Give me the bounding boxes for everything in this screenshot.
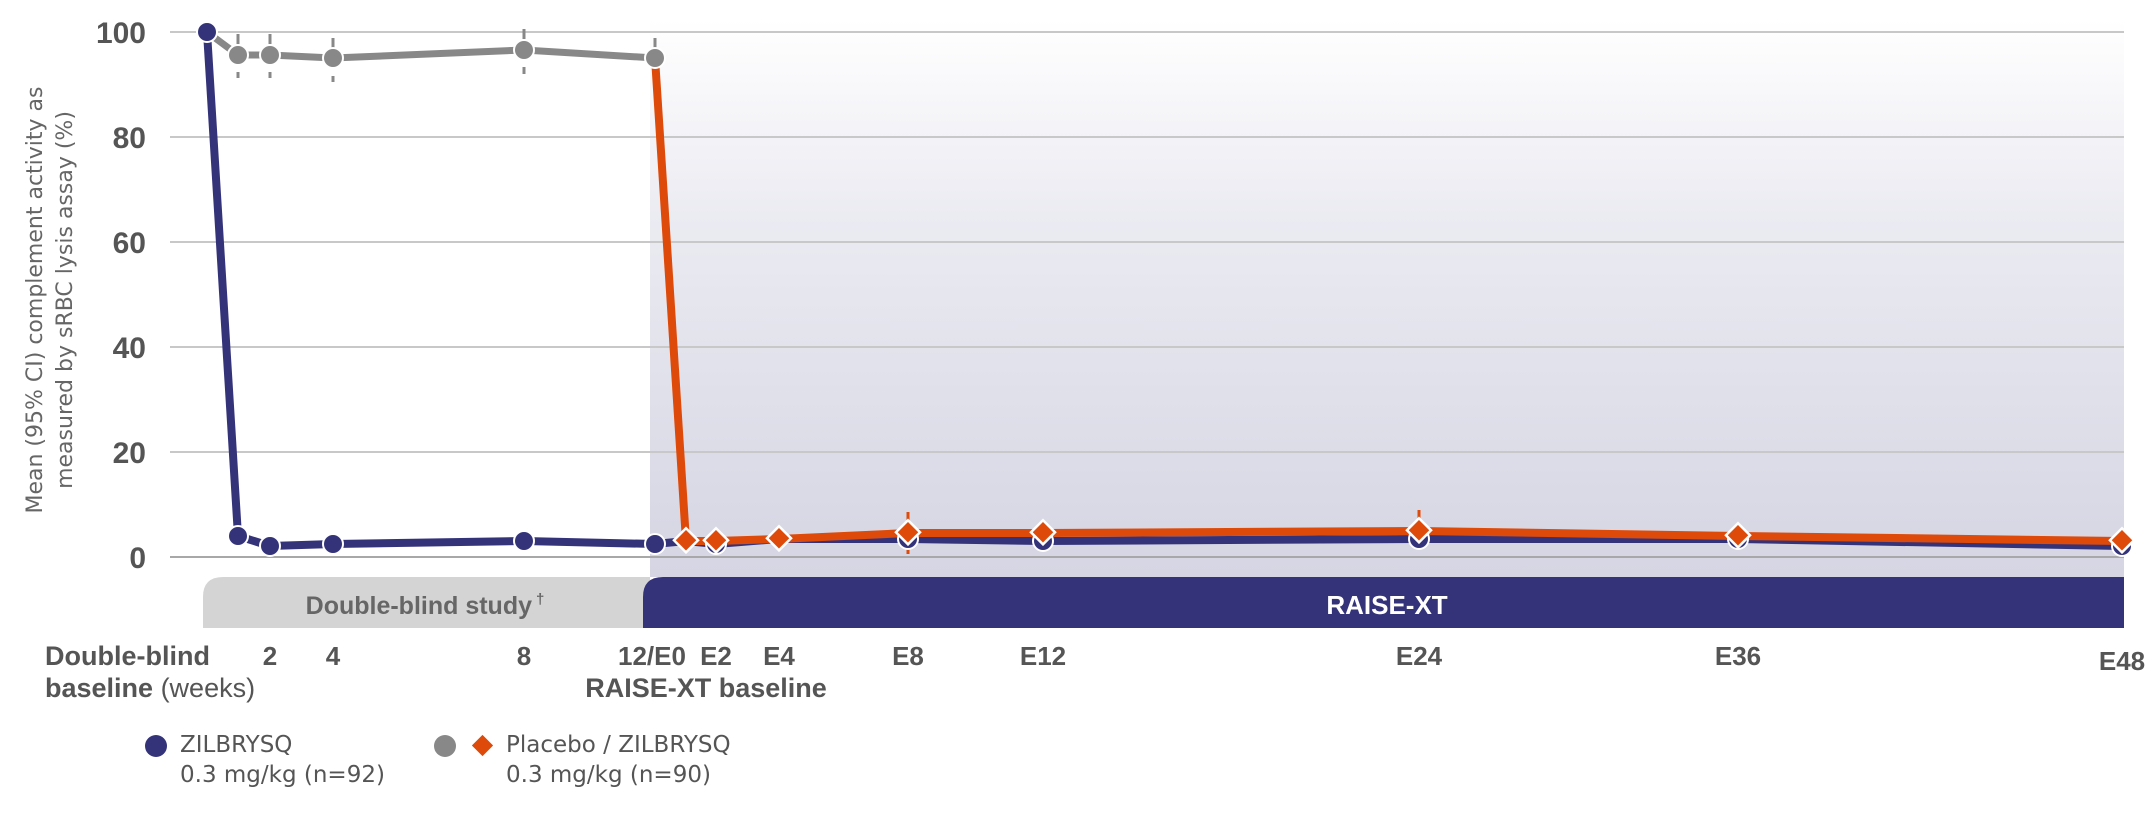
grey-circle-icon — [434, 735, 456, 757]
x-tick-e8: E8 — [892, 641, 924, 671]
legend-placebo-line2: 0.3 mg/kg (n=90) — [506, 762, 711, 788]
y-tick-100: 100 — [96, 17, 146, 50]
x-tick-2: 2 — [263, 641, 277, 671]
y-tick-60: 60 — [113, 227, 146, 260]
raise-xt-shaded-region — [650, 20, 2124, 577]
x-tick-e2: E2 — [700, 641, 732, 671]
double-blind-band — [203, 577, 650, 628]
orange-diamond-icon — [471, 734, 494, 757]
placebo-zilbrysq-markers — [672, 516, 2136, 555]
y-tick-40: 40 — [113, 332, 146, 365]
x-tick-e48: E48 — [2099, 646, 2145, 676]
x-axis-ticks: Double-blind baseline (weeks) 2 4 8 12/E… — [45, 641, 2145, 703]
navy-circle-icon — [145, 735, 167, 757]
x-tick-baseline-line1: Double-blind — [45, 641, 210, 671]
placebo-markers — [227, 39, 666, 69]
y-tick-80: 80 — [113, 122, 146, 155]
x-tick-8: 8 — [517, 641, 531, 671]
x-tick-4: 4 — [326, 641, 341, 671]
x-tick-e4: E4 — [763, 641, 795, 671]
legend-zilbrysq-line1: ZILBRYSQ — [180, 732, 293, 758]
raise-xt-band-label: RAISE-XT — [1326, 590, 1447, 620]
gridlines — [170, 31, 2124, 558]
y-axis-ticks: 100 80 60 40 20 0 — [96, 17, 146, 575]
y-axis-label: Mean (95% CI) complement activity as mea… — [23, 87, 78, 514]
legend-zilbrysq-line2: 0.3 mg/kg (n=92) — [180, 762, 385, 788]
double-blind-band-label: Double-blind study † — [306, 591, 545, 620]
x-tick-baseline-line2: baseline (weeks) — [45, 673, 255, 703]
legend-placebo-line1: Placebo / ZILBRYSQ — [506, 732, 731, 758]
y-tick-20: 20 — [113, 437, 146, 470]
x-tick-12-e0: 12/E0 — [618, 641, 686, 671]
svg-text:measured by sRBC lysis assay (: measured by sRBC lysis assay (%) — [53, 111, 78, 489]
x-tick-e12: E12 — [1020, 641, 1066, 671]
svg-text:Mean (95% CI) complement activ: Mean (95% CI) complement activity as — [23, 87, 48, 514]
y-tick-0: 0 — [129, 542, 146, 575]
raise-xt-band — [643, 577, 2124, 628]
x-tick-e24: E24 — [1396, 641, 1443, 671]
raise-xt-baseline-label: RAISE-XT baseline — [585, 673, 827, 703]
x-tick-e36: E36 — [1715, 641, 1761, 671]
